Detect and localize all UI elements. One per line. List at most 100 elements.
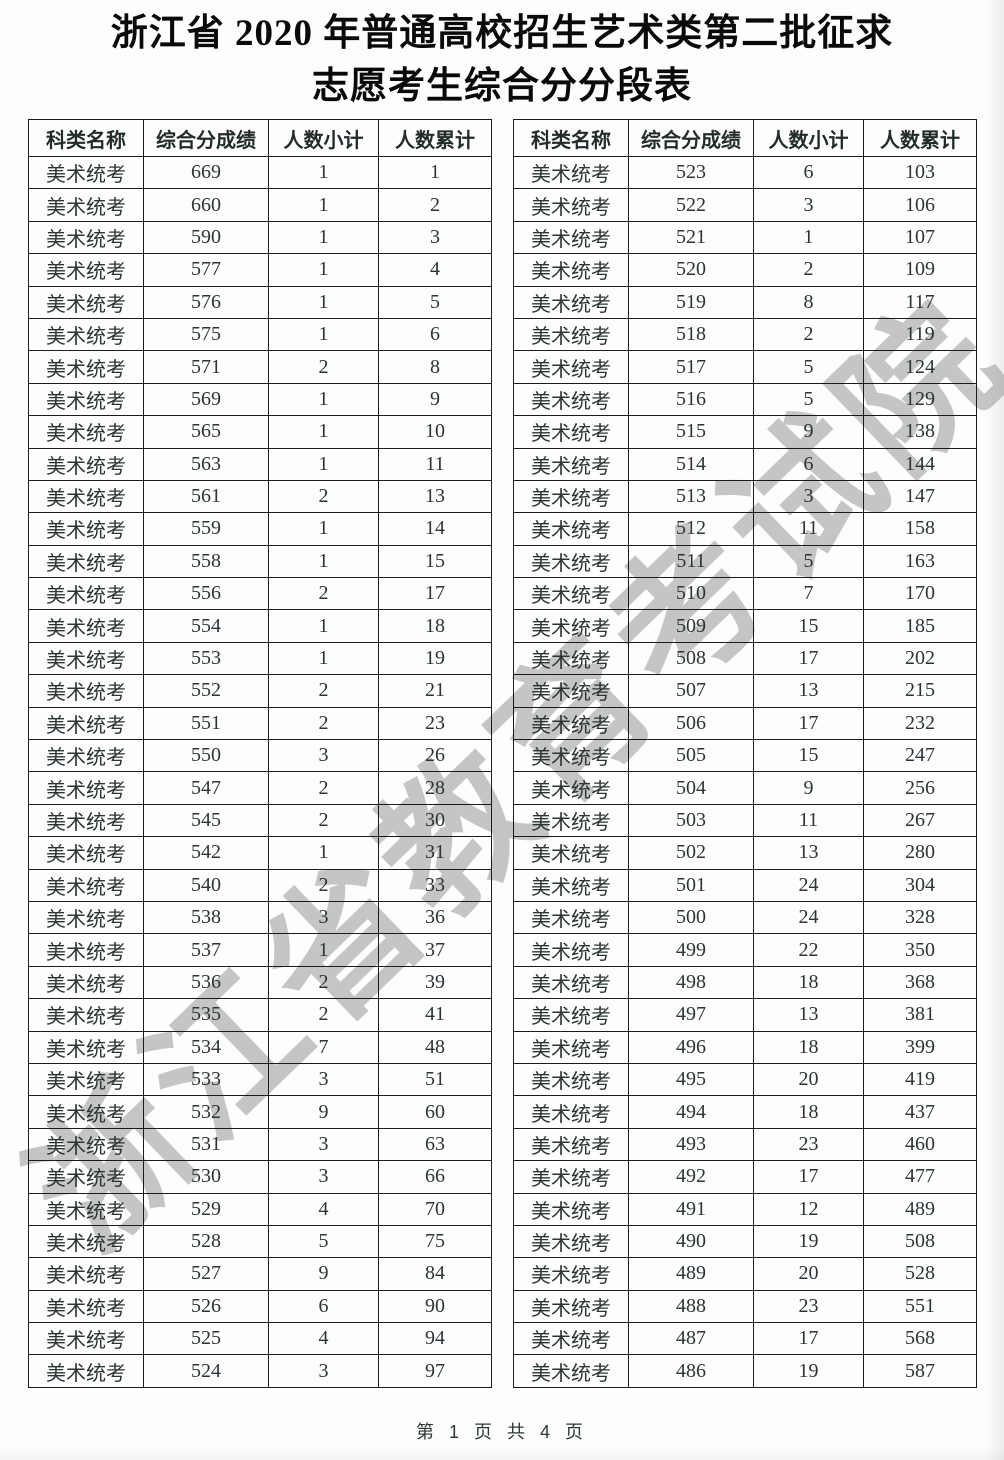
count-subtotal-cell: 1 <box>268 836 379 870</box>
score-cell: 559 <box>143 512 269 546</box>
count-subtotal-cell: 2 <box>753 253 864 287</box>
table-row: 美术统考 538 3 36 <box>28 900 492 935</box>
table-row: 美术统考 490 19 508 <box>513 1224 977 1259</box>
count-cumulative-cell: 66 <box>378 1160 492 1194</box>
table-row: 美术统考 660 1 2 <box>28 188 492 222</box>
count-subtotal-cell: 3 <box>268 1354 379 1388</box>
score-cell: 529 <box>143 1192 269 1226</box>
count-cumulative-cell: 97 <box>378 1354 492 1388</box>
count-cumulative-cell: 63 <box>378 1127 492 1162</box>
count-subtotal-cell: 2 <box>268 350 379 384</box>
count-subtotal-cell: 2 <box>268 803 379 838</box>
table-row: 美术统考 522 3 106 <box>513 188 977 222</box>
category-cell: 美术统考 <box>28 868 144 902</box>
category-cell: 美术统考 <box>28 1257 144 1291</box>
category-cell: 美术统考 <box>513 1354 629 1388</box>
category-cell: 美术统考 <box>28 641 144 676</box>
score-cell: 506 <box>628 706 754 741</box>
score-cell: 532 <box>143 1095 269 1129</box>
table-row: 美术统考 551 2 23 <box>28 706 492 741</box>
table-row: 美术统考 563 1 11 <box>28 447 492 481</box>
category-cell: 美术统考 <box>28 933 144 967</box>
table-row: 美术统考 491 12 489 <box>513 1192 977 1226</box>
count-cumulative-cell: 350 <box>863 933 977 967</box>
category-cell: 美术统考 <box>28 1062 144 1097</box>
category-cell: 美术统考 <box>513 415 629 449</box>
score-cell: 517 <box>628 350 754 384</box>
score-cell: 527 <box>143 1257 269 1291</box>
count-subtotal-cell: 2 <box>268 706 379 741</box>
score-cell: 514 <box>628 447 754 481</box>
score-cell: 512 <box>628 512 754 546</box>
table-row: 美术统考 506 17 232 <box>513 706 977 741</box>
category-cell: 美术统考 <box>513 868 629 902</box>
table-row: 美术统考 537 1 37 <box>28 933 492 967</box>
count-subtotal-cell: 2 <box>268 674 379 708</box>
score-cell: 551 <box>143 706 269 741</box>
count-subtotal-cell: 2 <box>268 998 379 1032</box>
score-cell: 495 <box>628 1062 754 1097</box>
category-cell: 美术统考 <box>513 609 629 643</box>
table-row: 美术统考 509 15 185 <box>513 609 977 643</box>
count-cumulative-cell: 107 <box>863 220 977 255</box>
count-subtotal-cell: 1 <box>268 447 379 481</box>
category-cell: 美术统考 <box>28 1030 144 1064</box>
table-row: 美术统考 590 1 3 <box>28 220 492 255</box>
count-cumulative-cell: 419 <box>863 1062 977 1097</box>
score-cell: 500 <box>628 900 754 935</box>
count-subtotal-cell: 19 <box>753 1354 864 1388</box>
count-cumulative-cell: 280 <box>863 836 977 870</box>
table-row: 美术统考 559 1 14 <box>28 512 492 546</box>
header-count-subtotal: 人数小计 <box>268 119 379 157</box>
count-cumulative-cell: 163 <box>863 544 977 579</box>
category-cell: 美术统考 <box>28 1224 144 1259</box>
count-subtotal-cell: 2 <box>753 317 864 352</box>
count-subtotal-cell: 3 <box>753 188 864 222</box>
count-subtotal-cell: 23 <box>753 1289 864 1324</box>
category-cell: 美术统考 <box>513 577 629 611</box>
score-cell: 492 <box>628 1160 754 1194</box>
count-cumulative-cell: 19 <box>378 641 492 676</box>
score-cell: 530 <box>143 1160 269 1194</box>
count-subtotal-cell: 5 <box>268 1224 379 1259</box>
table-row: 美术统考 533 3 51 <box>28 1062 492 1097</box>
count-cumulative-cell: 568 <box>863 1322 977 1356</box>
count-subtotal-cell: 1 <box>268 382 379 417</box>
table-row: 美术统考 521 1 107 <box>513 220 977 255</box>
category-cell: 美术统考 <box>513 317 629 352</box>
count-cumulative-cell: 39 <box>378 965 492 1000</box>
count-cumulative-cell: 2 <box>378 188 492 222</box>
table-row: 美术统考 669 1 1 <box>28 155 492 190</box>
header-row: 科类名称 综合分成绩 人数小计 人数累计 <box>513 119 977 157</box>
category-cell: 美术统考 <box>28 803 144 838</box>
category-cell: 美术统考 <box>28 771 144 805</box>
table-row: 美术统考 514 6 144 <box>513 447 977 481</box>
count-subtotal-cell: 1 <box>268 415 379 449</box>
table-row: 美术统考 495 20 419 <box>513 1062 977 1097</box>
count-cumulative-cell: 70 <box>378 1192 492 1226</box>
score-cell: 531 <box>143 1127 269 1162</box>
category-cell: 美术统考 <box>28 1160 144 1194</box>
count-cumulative-cell: 267 <box>863 803 977 838</box>
category-cell: 美术统考 <box>28 285 144 319</box>
count-cumulative-cell: 15 <box>378 544 492 579</box>
score-cell: 561 <box>143 479 269 514</box>
table-row: 美术统考 528 5 75 <box>28 1224 492 1259</box>
count-cumulative-cell: 5 <box>378 285 492 319</box>
score-cell: 504 <box>628 771 754 805</box>
category-cell: 美术统考 <box>28 544 144 579</box>
count-subtotal-cell: 13 <box>753 998 864 1032</box>
category-cell: 美术统考 <box>28 1095 144 1129</box>
category-cell: 美术统考 <box>513 836 629 870</box>
score-cell: 577 <box>143 253 269 287</box>
score-cell: 553 <box>143 641 269 676</box>
table-row: 美术统考 510 7 170 <box>513 577 977 611</box>
score-cell: 497 <box>628 998 754 1032</box>
count-subtotal-cell: 17 <box>753 1322 864 1356</box>
category-cell: 美术统考 <box>513 965 629 1000</box>
count-cumulative-cell: 84 <box>378 1257 492 1291</box>
count-cumulative-cell: 399 <box>863 1030 977 1064</box>
category-cell: 美术统考 <box>28 836 144 870</box>
category-cell: 美术统考 <box>513 220 629 255</box>
score-cell: 545 <box>143 803 269 838</box>
